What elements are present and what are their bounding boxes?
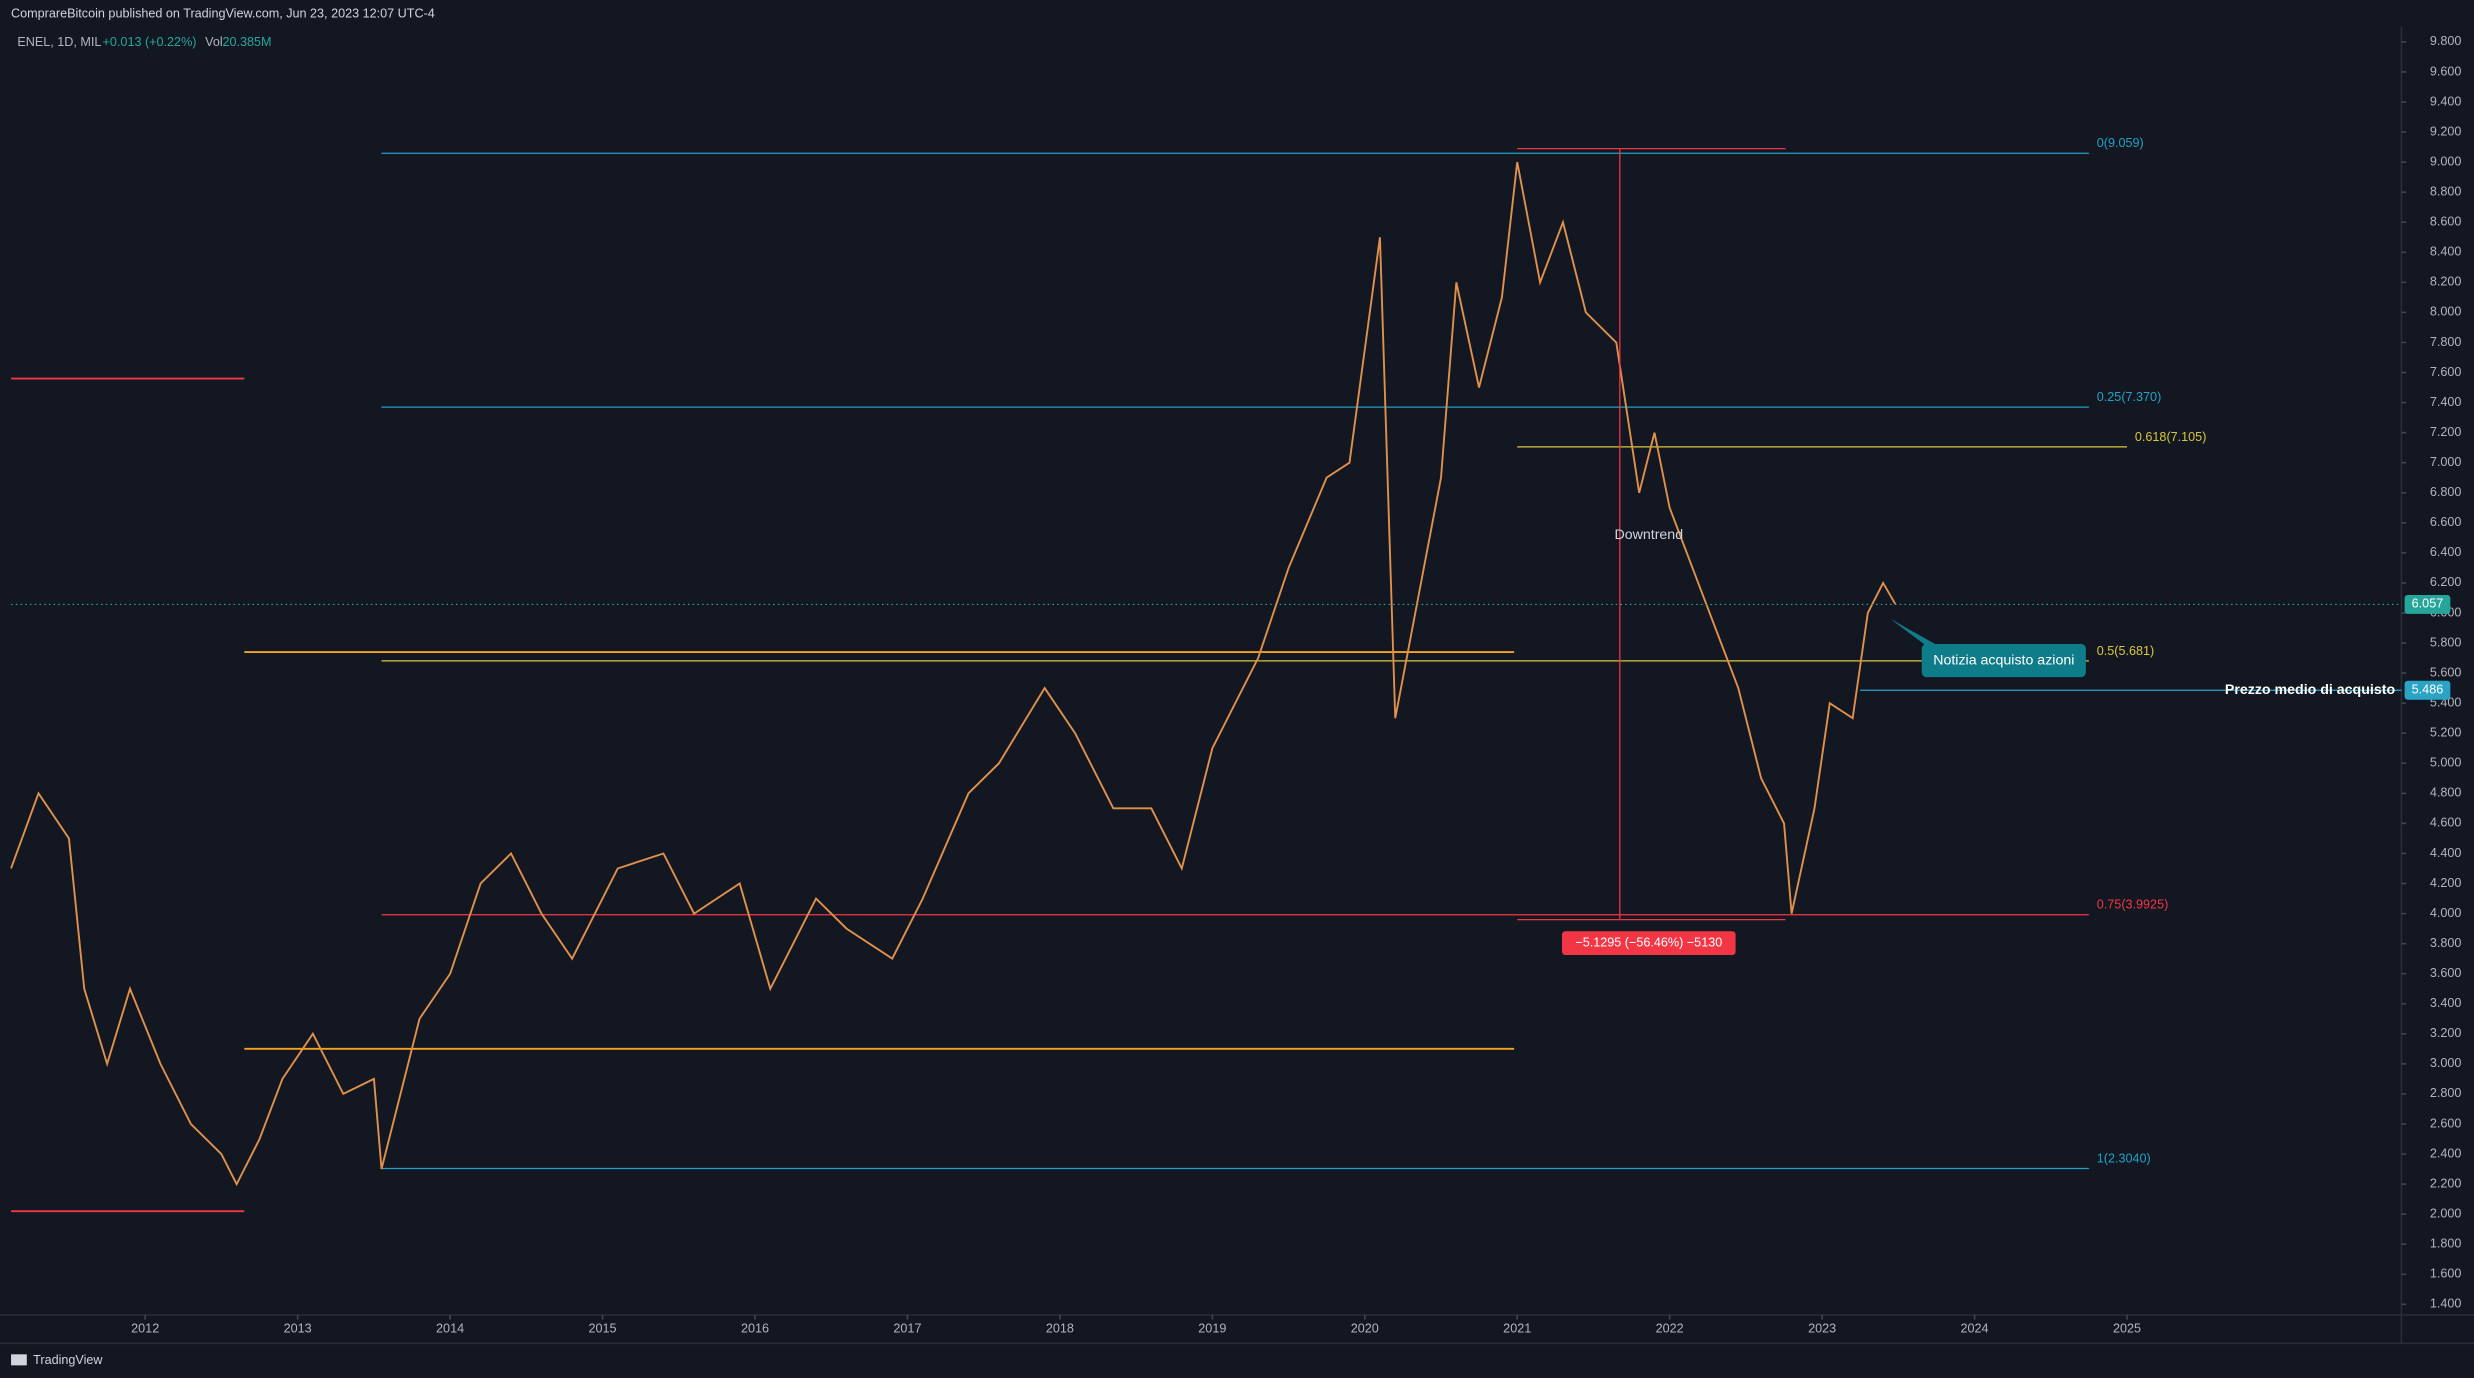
y-tick-label: 2.400	[2430, 1146, 2462, 1160]
y-tick-label: 3.800	[2430, 936, 2462, 950]
volume-label: Vol	[205, 35, 223, 49]
last-price-tag	[2404, 594, 2451, 614]
y-tick-label: 8.800	[2430, 184, 2462, 198]
measure-box	[1562, 931, 1736, 955]
y-tick-label: 2.800	[2430, 1086, 2462, 1100]
y-tick-label: 5.000	[2430, 756, 2462, 770]
y-tick-label: 9.200	[2430, 124, 2462, 138]
change: +0.013 (+0.22%)	[103, 35, 197, 49]
avg-price-label: 5.486	[2412, 683, 2444, 697]
avg-price-text: Prezzo medio di acquisto	[2225, 682, 2396, 698]
x-tick-label: 2017	[893, 1321, 921, 1335]
measure-label: −5.1295 (−56.46%) −5130	[1575, 935, 1722, 949]
y-tick-label: 7.000	[2430, 455, 2462, 469]
y-tick-label: 3.600	[2430, 966, 2462, 980]
y-tick-label: 4.000	[2430, 906, 2462, 920]
x-tick-label: 2013	[284, 1321, 312, 1335]
footer-brand[interactable]: TradingView	[33, 1353, 103, 1367]
y-tick-label: 8.200	[2430, 275, 2462, 289]
callout-text: Notizia acquisto azioni	[1933, 652, 2074, 668]
y-tick-label: 8.400	[2430, 245, 2462, 259]
footer-logo	[11, 1354, 27, 1366]
y-tick-label: 6.800	[2430, 485, 2462, 499]
annotation: Downtrend	[1615, 527, 1684, 543]
x-tick-label: 2022	[1656, 1321, 1684, 1335]
y-tick-label: 1.800	[2430, 1237, 2462, 1251]
x-tick-label: 2018	[1046, 1321, 1074, 1335]
x-tick-label: 2015	[589, 1321, 617, 1335]
x-tick-label: 2019	[1198, 1321, 1226, 1335]
y-tick-label: 7.600	[2430, 365, 2462, 379]
y-tick-label: 7.200	[2430, 425, 2462, 439]
volume: 20.385M	[222, 35, 271, 49]
y-tick-label: 2.000	[2430, 1206, 2462, 1220]
price-line	[10, 161, 1897, 1187]
y-tick-label: 5.200	[2430, 726, 2462, 740]
y-tick-label: 4.600	[2430, 816, 2462, 830]
y-tick-label: 3.400	[2430, 996, 2462, 1010]
avg-price-tag	[2404, 680, 2451, 700]
y-tick-label: 6.400	[2430, 545, 2462, 559]
y-tick-label: 5.600	[2430, 665, 2462, 679]
y-tick-label: 8.600	[2430, 215, 2462, 229]
x-tick-label: 2020	[1351, 1321, 1379, 1335]
y-tick-label: 9.400	[2430, 94, 2462, 108]
x-tick-label: 2024	[1961, 1321, 1989, 1335]
y-tick-label: 7.400	[2430, 395, 2462, 409]
x-tick-label: 2023	[1808, 1321, 1836, 1335]
x-tick-label: 2021	[1503, 1321, 1531, 1335]
symbol: ENEL, 1D, MIL	[17, 35, 101, 49]
y-tick-label: 2.200	[2430, 1176, 2462, 1190]
y-tick-label: 9.800	[2430, 34, 2462, 48]
fib-label: 0.5(5.681)	[2097, 644, 2154, 658]
y-tick-label: 6.200	[2430, 575, 2462, 589]
callout-pointer	[1890, 618, 1941, 648]
y-tick-label: 9.600	[2430, 64, 2462, 78]
x-tick-label: 2025	[2113, 1321, 2141, 1335]
y-tick-label: 2.600	[2430, 1116, 2462, 1130]
publish-header: ComprareBitcoin published on TradingView…	[11, 7, 435, 21]
x-tick-label: 2014	[436, 1321, 464, 1335]
y-tick-label: 3.000	[2430, 1056, 2462, 1070]
callout-box	[1921, 644, 2086, 678]
y-tick-label: 4.200	[2430, 876, 2462, 890]
x-tick-label: 2012	[131, 1321, 159, 1335]
last-price-label: 6.057	[2412, 597, 2444, 611]
fib-label: 0.75(3.9925)	[2097, 898, 2169, 912]
y-tick-label: 8.000	[2430, 305, 2462, 319]
y-tick-label: 3.200	[2430, 1026, 2462, 1040]
fib-label: 1(2.3040)	[2097, 1151, 2151, 1165]
y-tick-label: 1.600	[2430, 1267, 2462, 1281]
y-tick-label: 7.800	[2430, 335, 2462, 349]
fib-label: 0(9.059)	[2097, 136, 2144, 150]
y-tick-label: 6.600	[2430, 515, 2462, 529]
fib-label: 0.25(7.370)	[2097, 390, 2161, 404]
y-tick-label: 4.800	[2430, 786, 2462, 800]
y-tick-label: 9.000	[2430, 154, 2462, 168]
y-tick-label: 4.400	[2430, 846, 2462, 860]
x-tick-label: 2016	[741, 1321, 769, 1335]
y-tick-label: 1.400	[2430, 1297, 2462, 1311]
y-tick-label: 5.800	[2430, 635, 2462, 649]
fib-label: 0.618(7.105)	[2135, 430, 2207, 444]
